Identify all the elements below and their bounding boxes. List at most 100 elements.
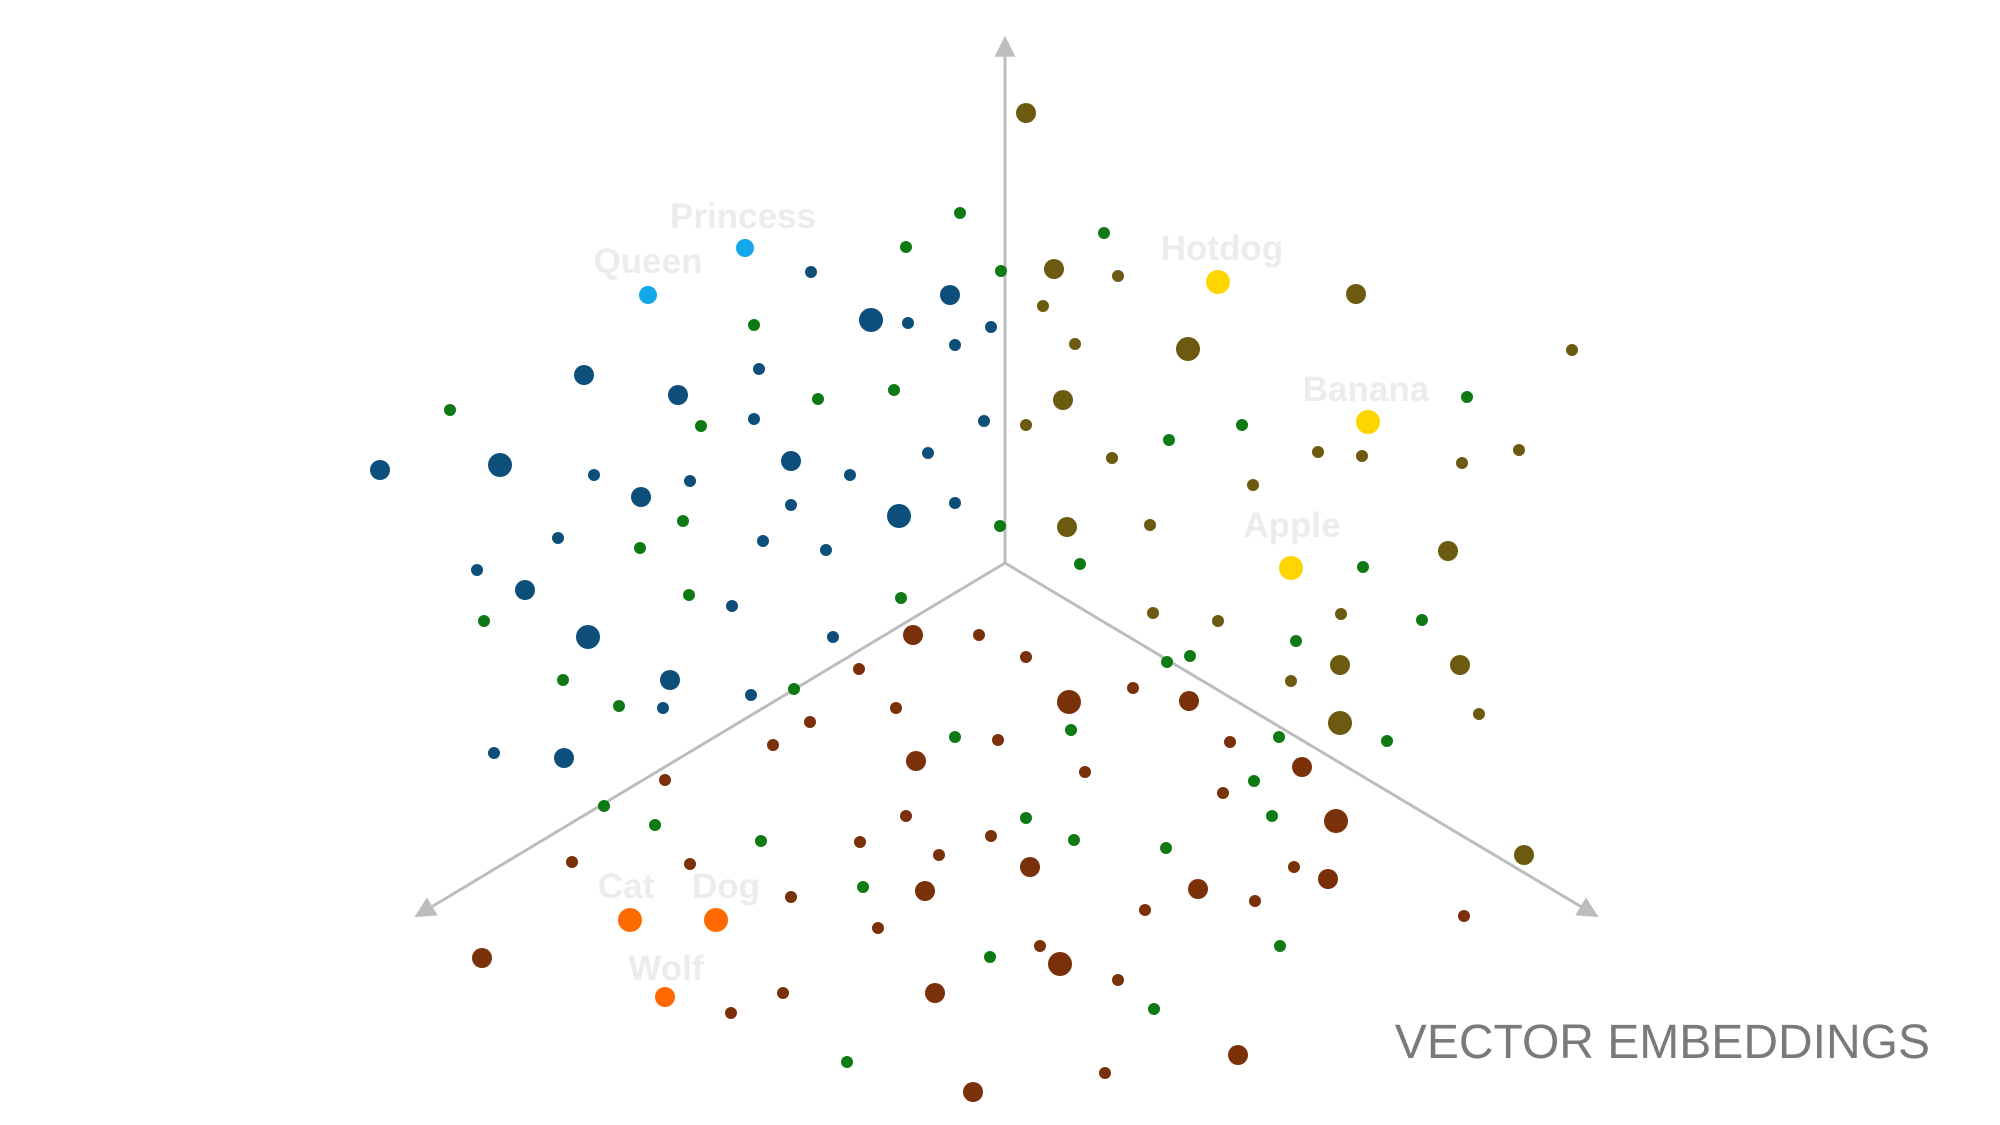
embedding-point <box>1273 731 1285 743</box>
embedding-point <box>1020 857 1040 877</box>
embedding-point <box>788 683 800 695</box>
embedding-point <box>684 475 696 487</box>
embedding-point <box>554 748 574 768</box>
embedding-point <box>1381 735 1393 747</box>
embedding-point <box>748 319 760 331</box>
embedding-point <box>1217 787 1229 799</box>
label-queen: Queen <box>594 242 703 281</box>
embedding-point <box>1079 766 1091 778</box>
embedding-point <box>895 592 907 604</box>
embedding-point <box>872 922 884 934</box>
embedding-point <box>1044 259 1064 279</box>
embedding-point <box>1330 655 1350 675</box>
embedding-point <box>844 469 856 481</box>
embedding-point <box>1248 775 1260 787</box>
embedding-point <box>488 453 512 477</box>
embedding-point <box>1179 691 1199 711</box>
embedding-point <box>827 631 839 643</box>
embedding-point <box>940 285 960 305</box>
embedding-point <box>757 535 769 547</box>
embedding-point <box>777 987 789 999</box>
embedding-point <box>1098 227 1110 239</box>
label-princess: Princess <box>670 197 816 236</box>
embedding-point <box>1274 940 1286 952</box>
embedding-point <box>1069 338 1081 350</box>
embedding-point <box>994 520 1006 532</box>
point-labels: Princess Queen Hotdog Banana Apple Cat D… <box>594 197 1430 988</box>
embedding-point <box>949 497 961 509</box>
embedding-point <box>1020 419 1032 431</box>
point-princess <box>736 239 754 257</box>
embedding-point <box>631 487 651 507</box>
point-dog <box>704 908 728 932</box>
embedding-point <box>557 674 569 686</box>
label-dog: Dog <box>692 867 760 906</box>
embedding-point <box>949 731 961 743</box>
embedding-point <box>1290 635 1302 647</box>
embedding-point <box>1249 895 1261 907</box>
embedding-point <box>1438 541 1458 561</box>
embedding-point <box>1057 690 1081 714</box>
label-hotdog: Hotdog <box>1161 229 1283 268</box>
embedding-point <box>677 515 689 527</box>
axis-right <box>1004 561 1599 918</box>
embedding-point <box>922 447 934 459</box>
axes <box>414 35 1599 918</box>
embedding-point <box>995 265 1007 277</box>
embedding-point <box>478 615 490 627</box>
embedding-point <box>900 810 912 822</box>
embedding-point <box>1057 517 1077 537</box>
embedding-point <box>660 670 680 690</box>
embedding-point <box>552 532 564 544</box>
embedding-point <box>1148 1003 1160 1015</box>
embedding-point <box>1514 845 1534 865</box>
embedding-point <box>576 625 600 649</box>
point-queen <box>639 286 657 304</box>
embedding-point <box>1139 904 1151 916</box>
embedding-point <box>890 702 902 714</box>
embedding-point <box>978 415 990 427</box>
embedding-point <box>1228 1045 1248 1065</box>
point-wolf <box>655 987 675 1007</box>
embedding-point <box>1176 337 1200 361</box>
embedding-point <box>925 983 945 1003</box>
embedding-point <box>668 385 688 405</box>
embedding-point <box>1112 270 1124 282</box>
embedding-point <box>574 365 594 385</box>
embedding-point <box>1346 284 1366 304</box>
embedding-point <box>1053 390 1073 410</box>
embedding-point <box>1335 608 1347 620</box>
embedding-point <box>781 451 801 471</box>
embedding-point <box>949 339 961 351</box>
embedding-point <box>785 891 797 903</box>
embedding-point <box>515 580 535 600</box>
embedding-point <box>444 404 456 416</box>
embedding-point <box>1160 842 1172 854</box>
embedding-point <box>785 499 797 511</box>
embedding-point <box>566 856 578 868</box>
embedding-point <box>933 849 945 861</box>
embedding-point <box>1224 736 1236 748</box>
embedding-point <box>1068 834 1080 846</box>
embedding-point <box>812 393 824 405</box>
embedding-point <box>1357 561 1369 573</box>
label-apple: Apple <box>1243 506 1340 545</box>
embedding-point <box>1048 952 1072 976</box>
embedding-point <box>472 948 492 968</box>
point-banana <box>1356 410 1380 434</box>
embedding-point <box>767 739 779 751</box>
label-banana: Banana <box>1303 370 1430 409</box>
embedding-point <box>1513 444 1525 456</box>
embedding-point <box>1450 655 1470 675</box>
embedding-point <box>915 881 935 901</box>
embedding-point <box>1099 1067 1111 1079</box>
embedding-point <box>985 830 997 842</box>
embedding-point <box>963 1082 983 1102</box>
embedding-point <box>1473 708 1485 720</box>
embedding-point <box>887 504 911 528</box>
embedding-point <box>804 716 816 728</box>
embedding-point <box>753 363 765 375</box>
embedding-point <box>634 542 646 554</box>
embedding-point <box>684 858 696 870</box>
